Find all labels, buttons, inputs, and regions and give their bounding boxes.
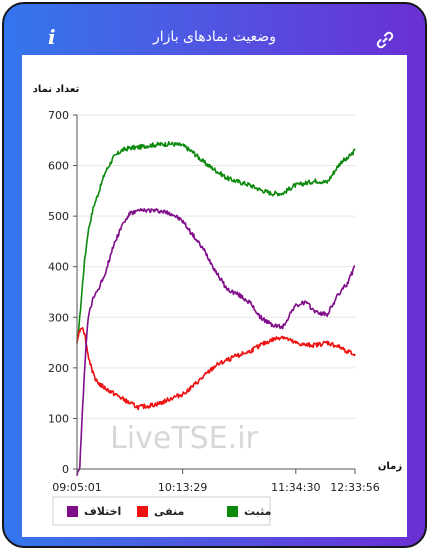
y-tick-label: 0	[62, 463, 69, 476]
legend-swatch	[227, 506, 238, 517]
y-axis-title: تعداد نماد	[33, 84, 80, 95]
legend-label: اختلاف	[84, 505, 121, 518]
y-tick-label: 600	[48, 160, 69, 173]
legend-label: مثبت	[244, 505, 271, 518]
series-line-3	[76, 207, 356, 476]
x-tick-label: 09:05:01	[52, 481, 101, 494]
legend-swatch	[137, 506, 148, 517]
y-tick-label: 200	[48, 362, 69, 375]
chart-panel: LiveTSE.ir 0 100 200 300 400 500 600 700 09:05:0…	[22, 55, 407, 537]
link-icon[interactable]	[376, 31, 394, 49]
info-icon[interactable]: i	[48, 25, 56, 49]
y-tick-label: 500	[48, 210, 69, 223]
series-line-2	[76, 326, 356, 411]
y-tick-label: 700	[48, 109, 69, 122]
watermark: LiveTSE.ir	[110, 421, 258, 456]
market-status-chart: LiveTSE.ir 0 100 200 300 400 500 600 700 09:05:0…	[33, 84, 402, 526]
y-tick-label: 300	[48, 311, 69, 324]
widget-title: وضعیت نمادهای بازار	[153, 29, 276, 45]
x-tick-label: 10:13:29	[158, 481, 207, 494]
legend: مثبت منفی اختلاف	[52, 496, 271, 526]
series-line-1	[76, 141, 356, 344]
y-tick-label: 100	[48, 412, 69, 425]
y-tick-label: 400	[48, 261, 69, 274]
x-tick-label: 11:34:30	[271, 481, 320, 494]
x-tick-label: 12:33:56	[330, 481, 379, 494]
x-axis-title: زمان	[378, 461, 402, 472]
legend-label: منفی	[154, 505, 184, 518]
legend-swatch	[67, 506, 78, 517]
